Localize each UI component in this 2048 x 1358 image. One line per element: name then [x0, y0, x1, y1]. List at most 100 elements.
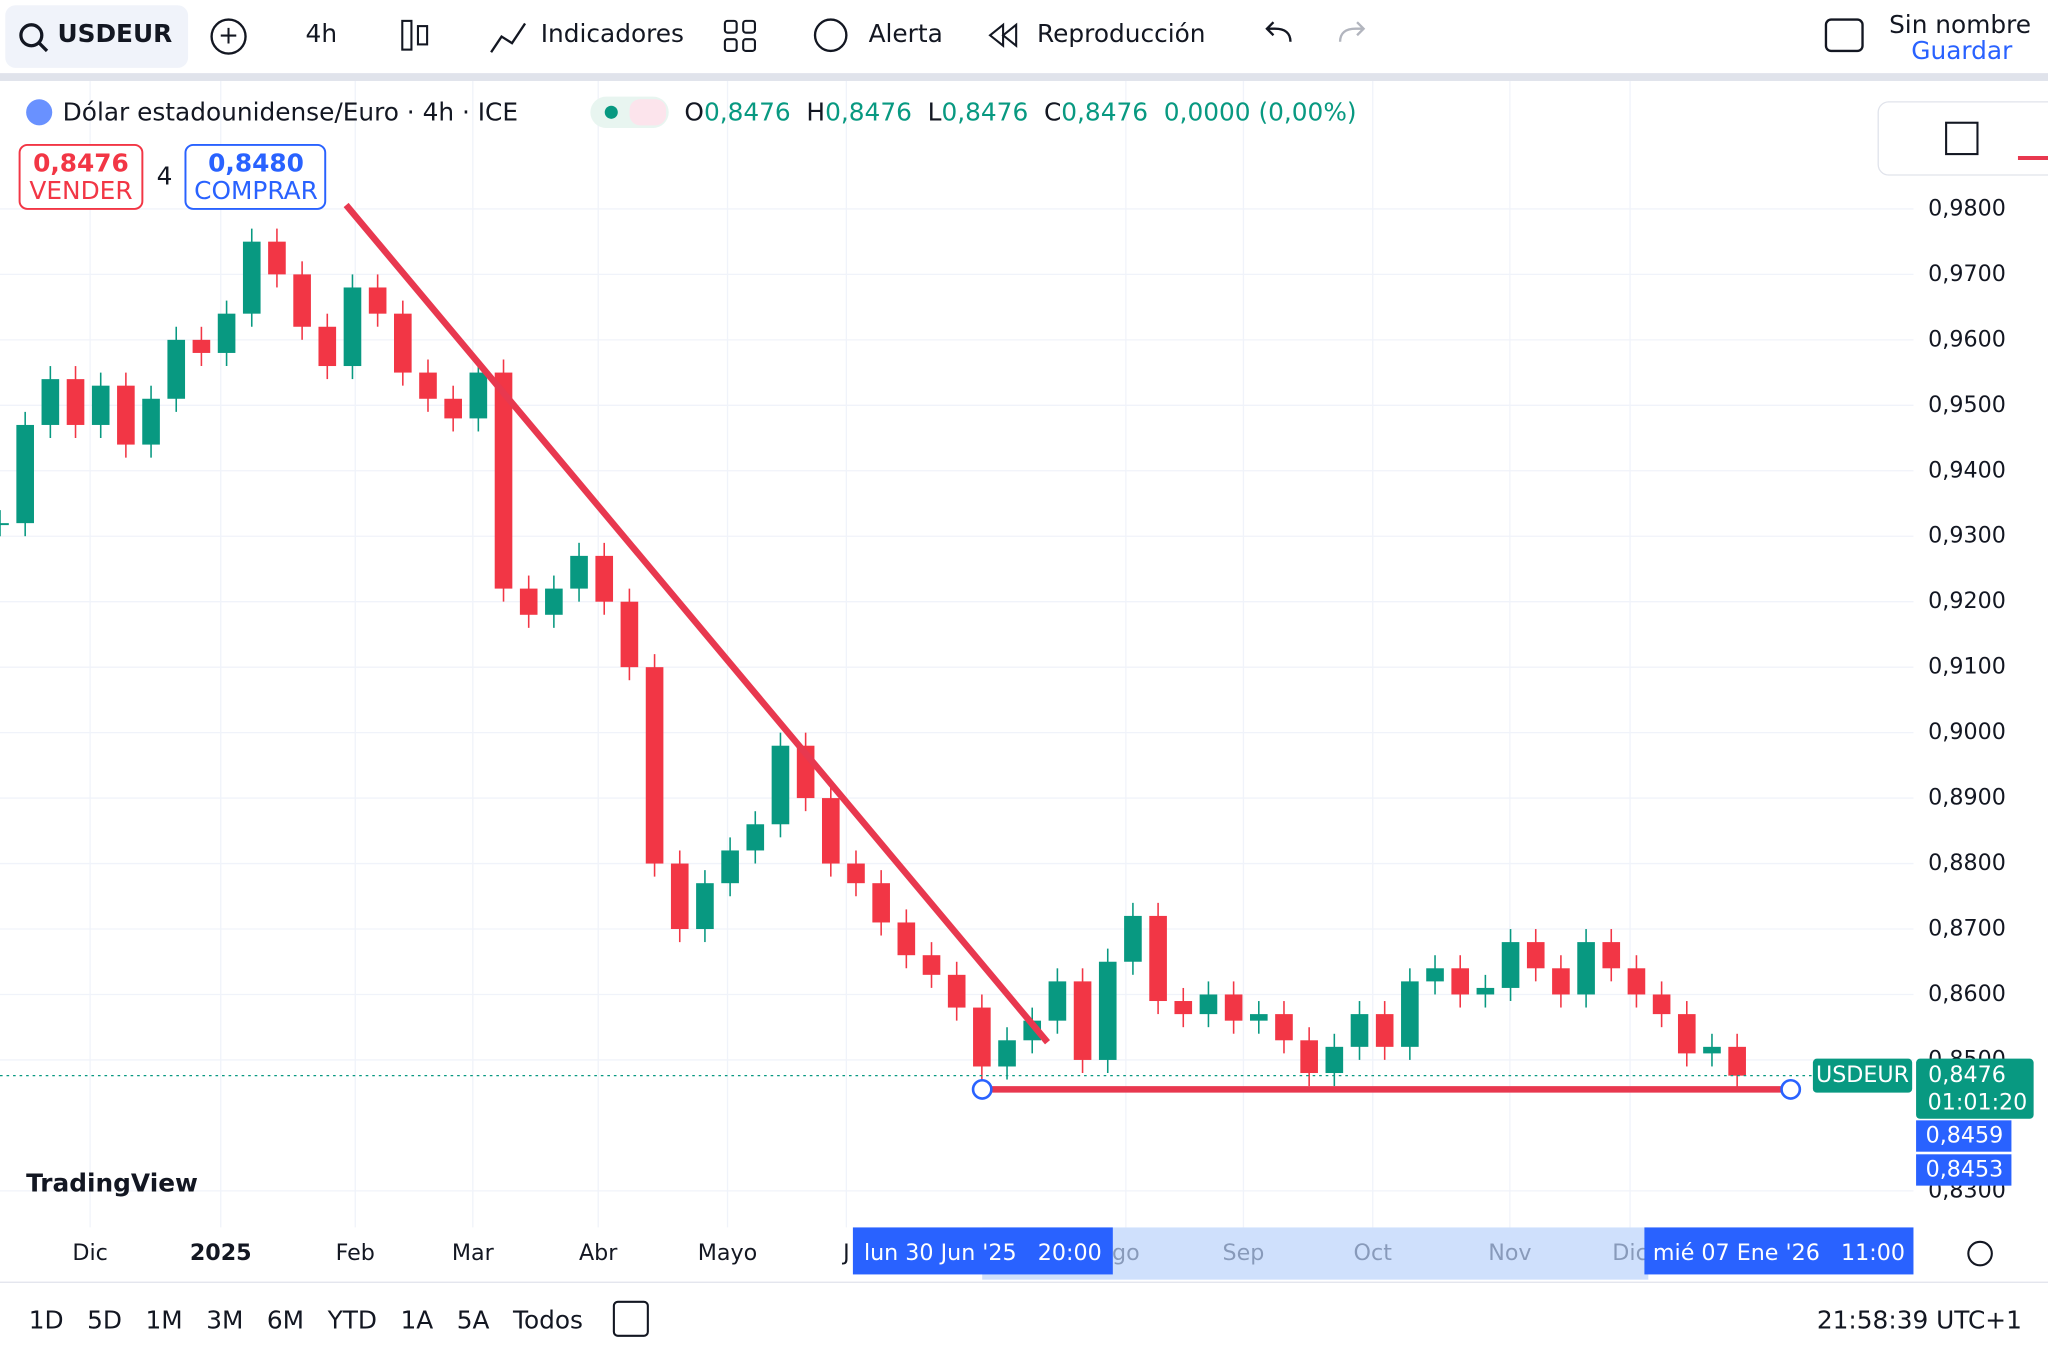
- y-tick-label: 0,9300: [1928, 523, 2006, 549]
- x-tick-label: Mayo: [698, 1240, 757, 1266]
- x-tick-label: Dic: [72, 1240, 107, 1266]
- replay-icon: [988, 22, 1005, 48]
- candle-body: [268, 241, 286, 275]
- price-marker: [1916, 1120, 2012, 1152]
- candle-body: [1350, 1014, 1369, 1047]
- y-tick-label: 0,8800: [1928, 850, 2006, 876]
- redo-button[interactable]: [1338, 21, 1366, 42]
- candle-body: [1728, 1046, 1746, 1076]
- c-label: C: [1044, 98, 1061, 127]
- x-tick-label: Feb: [336, 1240, 375, 1266]
- candle-body: [973, 1007, 991, 1067]
- goto-date[interactable]: [612, 1300, 649, 1337]
- clock: 21:58:39 UTC+1: [1817, 1305, 2022, 1334]
- interval[interactable]: 4h: [306, 19, 338, 48]
- x-tick-label: J: [841, 1240, 850, 1266]
- candle-body: [1577, 942, 1595, 995]
- candle-body: [998, 1040, 1016, 1067]
- candle-body: [1174, 1001, 1193, 1015]
- y-tick-label: 0,9200: [1928, 588, 2006, 614]
- range-button[interactable]: YTD: [327, 1305, 377, 1334]
- y-tick-label: 0,9700: [1928, 261, 2006, 287]
- l: 0,8476: [941, 98, 1028, 127]
- candle-body: [721, 850, 739, 884]
- candle-body: [66, 379, 85, 425]
- range-button[interactable]: 1A: [400, 1305, 433, 1334]
- candle-body: [494, 372, 513, 589]
- replay-icon: [1001, 22, 1018, 48]
- price-marker-label: 0,8459: [1926, 1123, 2004, 1149]
- buy-button[interactable]: [184, 143, 327, 210]
- range-button[interactable]: 5A: [457, 1305, 490, 1334]
- crosshair-time-box: [852, 1227, 1113, 1275]
- buy-label: COMPRAR: [194, 176, 318, 205]
- candle-body: [670, 863, 689, 930]
- h: 0,8476: [825, 98, 912, 127]
- candle-body: [41, 379, 60, 425]
- last-price-box: [1916, 1058, 2034, 1119]
- range-button[interactable]: 6M: [267, 1305, 304, 1334]
- alert[interactable]: Alerta: [869, 19, 943, 48]
- symbol-search[interactable]: [5, 5, 189, 68]
- candle-body: [1677, 1014, 1696, 1054]
- candle-body: [242, 241, 261, 314]
- candle-body: [947, 974, 966, 1008]
- flag-icon: [26, 99, 53, 126]
- chart-type-button[interactable]: [401, 19, 413, 51]
- crosshair-time: mié 07 Ene '26 11:00: [1653, 1240, 1905, 1266]
- ohlc: O0,8476 H0,8476 L0,8476 C0,8476 0,0000 (…: [684, 98, 1356, 127]
- compare-button[interactable]: [210, 18, 247, 55]
- buy-price: 0,8480: [208, 149, 304, 178]
- candle-body: [1602, 942, 1621, 969]
- range-button[interactable]: 5D: [87, 1305, 122, 1334]
- o-label: O: [684, 98, 704, 127]
- candle-body: [1249, 1014, 1268, 1021]
- plus-icon: +: [218, 21, 239, 50]
- layouts-button[interactable]: [723, 19, 756, 52]
- candle-body: [1476, 987, 1495, 995]
- candle-body: [570, 555, 588, 589]
- anchor-point: [971, 1078, 993, 1100]
- change: 0,0000 (0,00%): [1164, 98, 1357, 127]
- candle-body: [897, 922, 916, 956]
- object-tree[interactable]: [1945, 121, 1979, 156]
- candle-body: [620, 601, 639, 668]
- x-tick-label: 2025: [190, 1240, 252, 1266]
- y-tick-label: 0,9100: [1928, 654, 2006, 680]
- candle-body: [1526, 942, 1545, 969]
- range-button[interactable]: Todos: [512, 1305, 583, 1334]
- layout-name[interactable]: Sin nombre: [1889, 10, 2031, 39]
- candle-body: [368, 287, 387, 314]
- replay[interactable]: Reproducción: [1037, 19, 1205, 48]
- y-tick-label: 0,9500: [1928, 392, 2006, 418]
- undo-button[interactable]: [1265, 21, 1292, 42]
- layout-icon: [1824, 18, 1864, 53]
- range-button[interactable]: 3M: [206, 1305, 243, 1334]
- candle-body: [142, 398, 160, 445]
- x-tick-label: Abr: [579, 1240, 618, 1266]
- settings-button[interactable]: [1967, 1240, 1993, 1267]
- save[interactable]: Guardar: [1911, 36, 2013, 65]
- candle-body: [1451, 968, 1470, 995]
- last-price: 0,8476: [1928, 1062, 2006, 1088]
- candle-body: [1199, 994, 1218, 1015]
- sell-button[interactable]: [18, 143, 144, 210]
- h-label: H: [806, 98, 825, 127]
- candle-body: [16, 424, 34, 524]
- candle-body: [293, 274, 311, 327]
- price-marker-label: 0,8453: [1926, 1156, 2004, 1182]
- candle-body: [519, 588, 538, 615]
- candle-body: [394, 313, 412, 373]
- countdown: 01:01:20: [1928, 1090, 2028, 1116]
- indicators[interactable]: Indicadores: [541, 19, 684, 48]
- range-button[interactable]: 1M: [146, 1305, 183, 1334]
- candle-body: [872, 883, 890, 923]
- range-button[interactable]: 1D: [29, 1305, 64, 1334]
- alert-icon: [813, 18, 848, 53]
- symbol-price-tag-text: USDEUR: [1816, 1062, 1909, 1088]
- candle-body: [117, 385, 135, 445]
- candle-body: [0, 523, 9, 526]
- candle-body: [746, 824, 765, 851]
- anchor-point: [1780, 1078, 1802, 1100]
- crosshair-time: lun 30 Jun '25 20:00: [864, 1240, 1102, 1266]
